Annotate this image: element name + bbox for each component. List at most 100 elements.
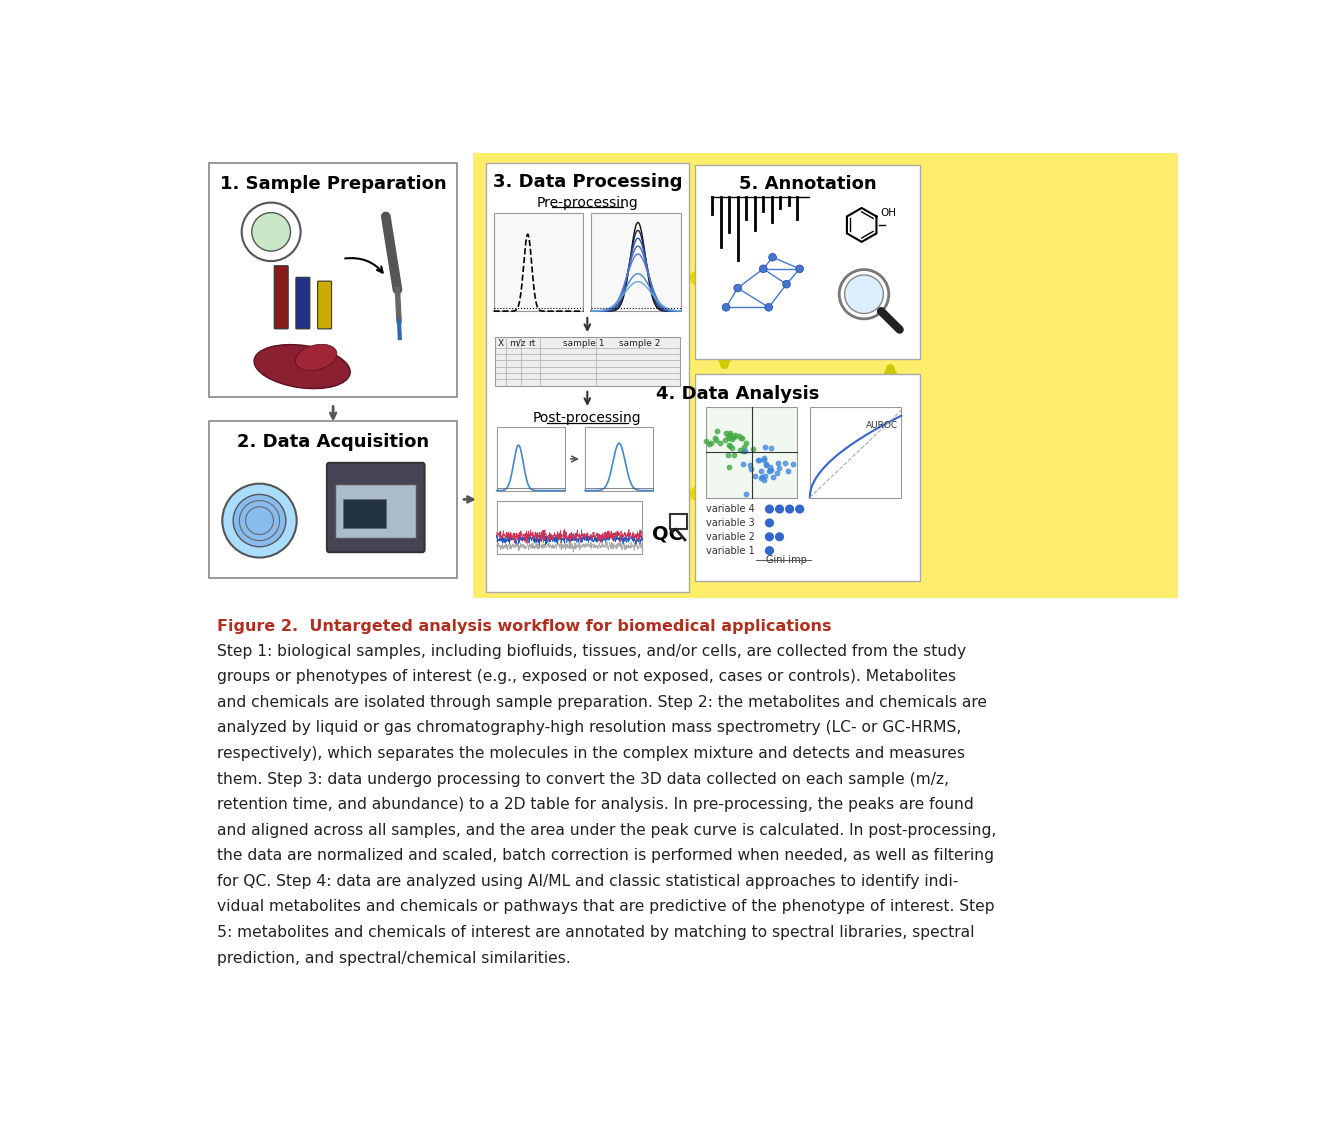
FancyBboxPatch shape [695,374,920,581]
Point [778,462,799,480]
Text: variable 4: variable 4 [706,504,755,514]
Point [733,455,754,473]
Text: m/z: m/z [509,339,526,348]
FancyBboxPatch shape [326,463,425,553]
Text: Gini imp: Gini imp [766,555,807,565]
Point [750,469,771,487]
Text: 4. Data Analysis: 4. Data Analysis [655,384,819,402]
Point [766,464,787,483]
FancyBboxPatch shape [497,502,642,554]
Circle shape [775,505,783,513]
Point [717,427,738,445]
FancyBboxPatch shape [336,485,416,538]
Circle shape [844,275,883,313]
Point [758,462,779,480]
Circle shape [783,280,790,288]
Point [725,426,746,444]
Point [722,440,743,458]
FancyBboxPatch shape [317,281,332,329]
FancyBboxPatch shape [344,499,386,529]
Point [718,436,739,454]
Text: OH: OH [880,208,896,218]
Point [741,460,762,478]
Text: Figure 2.  Untargeted analysis workflow for biomedical applications: Figure 2. Untargeted analysis workflow f… [217,619,831,634]
Point [698,435,719,453]
Ellipse shape [296,345,337,371]
Point [729,427,750,445]
Point [751,468,773,486]
Circle shape [775,533,783,540]
Point [719,436,741,454]
Point [718,428,739,446]
Point [719,426,741,444]
FancyBboxPatch shape [591,212,681,311]
Point [755,467,777,485]
Text: Step 1: biological samples, including biofluids, tissues, and/or cells, are coll: Step 1: biological samples, including bi… [217,644,996,965]
Point [759,460,781,478]
Point [747,451,769,469]
Ellipse shape [254,345,350,389]
FancyBboxPatch shape [209,420,457,579]
Point [762,468,783,486]
FancyBboxPatch shape [274,266,288,329]
Point [723,446,745,464]
Text: Post-processing: Post-processing [533,411,642,425]
Point [715,425,737,443]
Point [734,442,755,460]
Circle shape [795,505,803,513]
Circle shape [759,264,767,272]
Point [733,438,754,457]
Point [722,429,743,447]
Circle shape [765,304,773,311]
FancyBboxPatch shape [209,163,457,398]
Text: 1. Sample Preparation: 1. Sample Preparation [220,175,446,193]
Text: AUROC: AUROC [866,421,899,431]
FancyBboxPatch shape [810,407,902,497]
Point [755,454,777,472]
Text: sample 2: sample 2 [619,339,661,348]
Point [733,442,754,460]
Circle shape [766,533,774,540]
Circle shape [769,253,777,261]
Circle shape [795,264,803,272]
FancyBboxPatch shape [486,163,689,592]
Text: variable 3: variable 3 [706,518,755,528]
Point [755,455,777,473]
Circle shape [241,202,301,261]
Point [754,438,775,457]
Point [735,485,757,503]
Circle shape [766,519,774,527]
Text: X: X [498,339,505,348]
FancyBboxPatch shape [695,165,920,359]
Point [723,428,745,446]
Circle shape [786,505,794,513]
Point [761,438,782,457]
Circle shape [839,270,888,319]
FancyBboxPatch shape [670,514,687,529]
FancyBboxPatch shape [494,212,583,311]
FancyBboxPatch shape [585,427,653,490]
Point [753,471,774,489]
FancyBboxPatch shape [496,338,679,385]
FancyBboxPatch shape [296,277,310,329]
Point [759,458,781,476]
Text: rt: rt [527,339,535,348]
Text: 3. Data Processing: 3. Data Processing [493,173,682,191]
Text: sample 1: sample 1 [563,339,605,348]
Point [701,434,722,452]
Point [767,454,789,472]
Point [718,458,739,476]
Point [754,450,775,468]
Text: 2. Data Acquisition: 2. Data Acquisition [237,433,429,451]
Text: variable 1: variable 1 [706,546,755,556]
Circle shape [766,505,774,513]
Point [782,455,803,473]
Circle shape [734,285,742,292]
Text: 5. Annotation: 5. Annotation [739,175,876,193]
Point [706,423,727,441]
FancyBboxPatch shape [497,427,565,490]
Point [695,432,717,450]
Circle shape [766,547,774,555]
Point [761,461,782,479]
Text: Pre-processing: Pre-processing [537,195,638,209]
